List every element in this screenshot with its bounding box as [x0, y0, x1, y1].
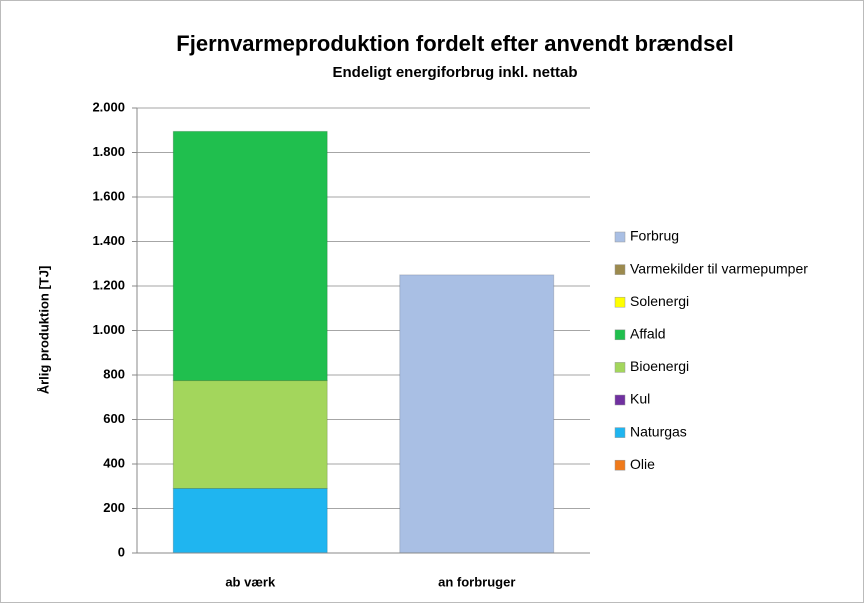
- chart-subtitle: Endeligt energiforbrug inkl. nettab: [332, 64, 577, 81]
- legend-swatch: [614, 394, 626, 406]
- legend-label: Forbrug: [630, 228, 679, 244]
- legend-swatch: [614, 264, 626, 275]
- legend-swatch: [614, 329, 626, 341]
- bar-segment: [172, 380, 328, 489]
- y-tick-label: 1.400: [92, 233, 125, 248]
- y-tick-label: 1.600: [92, 188, 125, 203]
- y-tick-label: 0: [118, 544, 125, 559]
- y-tick-label: 1.200: [92, 277, 125, 292]
- legend-swatch: [614, 362, 626, 373]
- legend-label: Kul: [630, 391, 650, 407]
- bar-segment: [172, 487, 328, 554]
- legend-swatch: [614, 459, 626, 471]
- y-tick-label: 1.000: [92, 322, 125, 337]
- chart-title: Fjernvarmeproduktion fordelt efter anven…: [176, 31, 733, 56]
- x-tick-label: an forbruger: [438, 574, 515, 589]
- legend-label: Olie: [630, 456, 655, 472]
- legend-label: Naturgas: [630, 423, 687, 439]
- bar-segment: [399, 274, 555, 554]
- legend-label: Affald: [630, 326, 666, 342]
- legend-label: Solenergi: [630, 293, 689, 309]
- legend-swatch: [614, 231, 626, 243]
- legend-label: Varmekilder til varmepumper: [630, 260, 808, 276]
- y-tick-label: 600: [103, 411, 125, 426]
- y-axis-label: Årlig produktion [TJ]: [36, 266, 51, 395]
- y-tick-label: 200: [103, 500, 125, 515]
- y-tick-label: 400: [103, 455, 125, 470]
- legend-swatch: [614, 427, 626, 438]
- x-tick-label: ab værk: [225, 574, 276, 589]
- y-tick-label: 800: [103, 366, 125, 381]
- legend-label: Bioenergi: [630, 358, 689, 374]
- y-tick-label: 2.000: [92, 99, 125, 114]
- bar-segment: [172, 130, 328, 382]
- y-tick-label: 1.800: [92, 144, 125, 159]
- legend-swatch: [614, 296, 626, 308]
